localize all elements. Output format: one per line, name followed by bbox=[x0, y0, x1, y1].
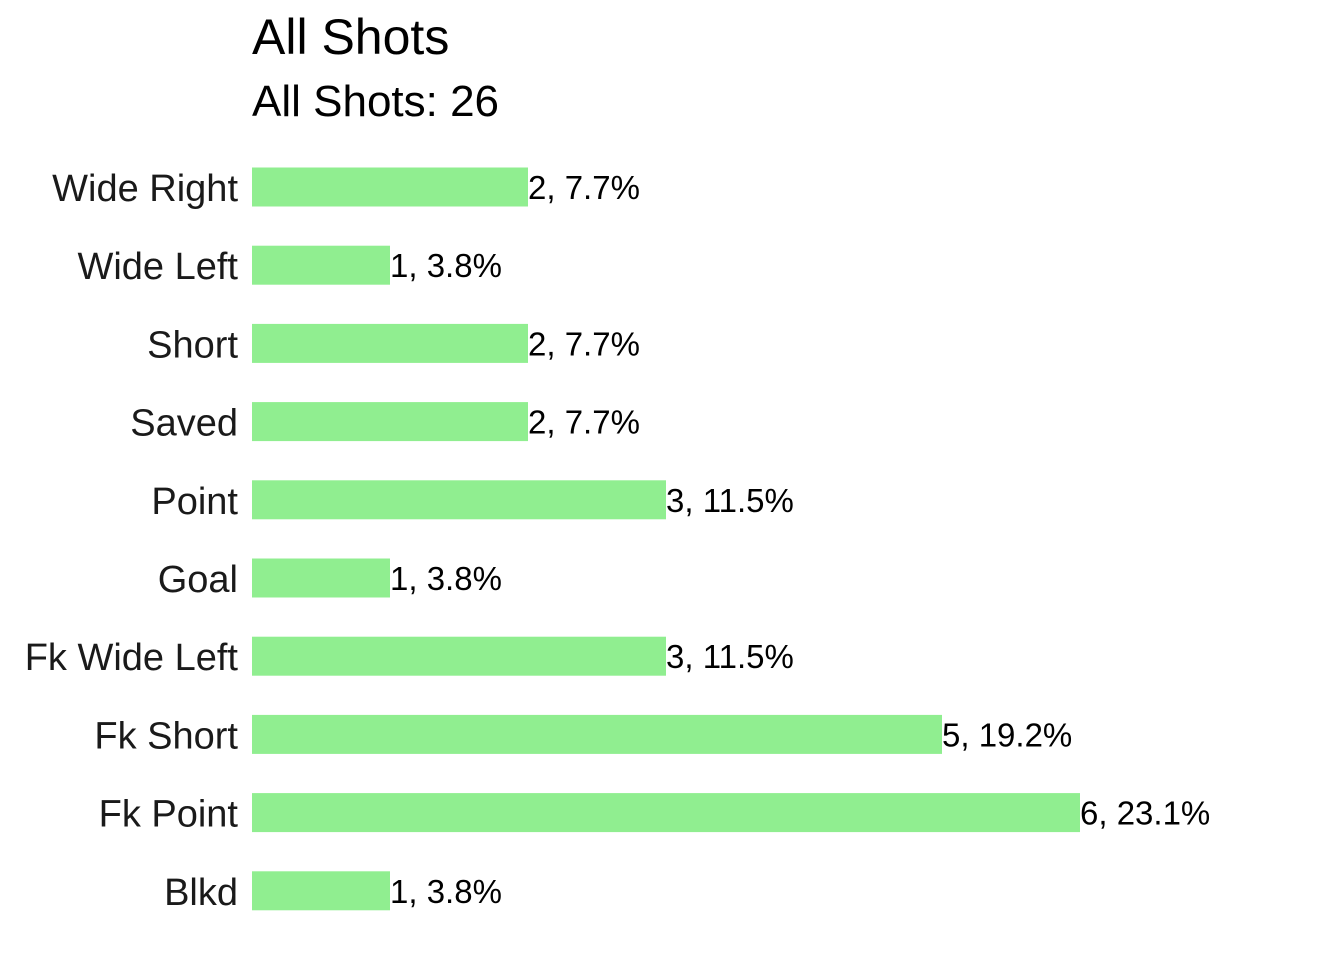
bar bbox=[252, 323, 528, 363]
bar-value-label: 3, 11.5% bbox=[666, 482, 794, 519]
bars-layer: Wide Right 2, 7.7% Wide Left 1, 3.8% Short 2,… bbox=[25, 167, 1210, 914]
bar-value-label: 2, 7.7% bbox=[528, 404, 640, 441]
bar-value-label: 2, 7.7% bbox=[528, 325, 640, 362]
bar-value-label: 1, 3.8% bbox=[390, 247, 502, 284]
category-label: Blkd bbox=[164, 872, 238, 914]
bar-value-label: 6, 23.1% bbox=[1080, 795, 1210, 832]
category-label: Fk Wide Left bbox=[25, 637, 239, 679]
bar bbox=[252, 714, 942, 754]
chart-title: All Shots bbox=[252, 9, 449, 65]
bar bbox=[252, 245, 390, 285]
bar bbox=[252, 636, 666, 676]
category-label: Fk Short bbox=[94, 715, 238, 757]
chart-subtitle: All Shots: 26 bbox=[252, 77, 499, 126]
bar bbox=[252, 480, 666, 520]
bar bbox=[252, 793, 1080, 833]
bar-value-label: 5, 19.2% bbox=[942, 716, 1072, 753]
category-label: Short bbox=[147, 324, 238, 366]
category-label: Wide Left bbox=[77, 246, 238, 288]
category-label: Point bbox=[151, 481, 238, 523]
bar bbox=[252, 558, 390, 598]
category-label: Saved bbox=[130, 403, 238, 445]
category-label: Wide Right bbox=[52, 168, 238, 210]
category-label: Fk Point bbox=[99, 794, 239, 836]
bar bbox=[252, 871, 390, 911]
bar-value-label: 2, 7.7% bbox=[528, 169, 640, 206]
bar bbox=[252, 402, 528, 442]
bar-value-label: 1, 3.8% bbox=[390, 873, 502, 910]
bar bbox=[252, 167, 528, 207]
bar-value-label: 3, 11.5% bbox=[666, 638, 794, 675]
bar-value-label: 1, 3.8% bbox=[390, 560, 502, 597]
category-label: Goal bbox=[158, 559, 238, 601]
